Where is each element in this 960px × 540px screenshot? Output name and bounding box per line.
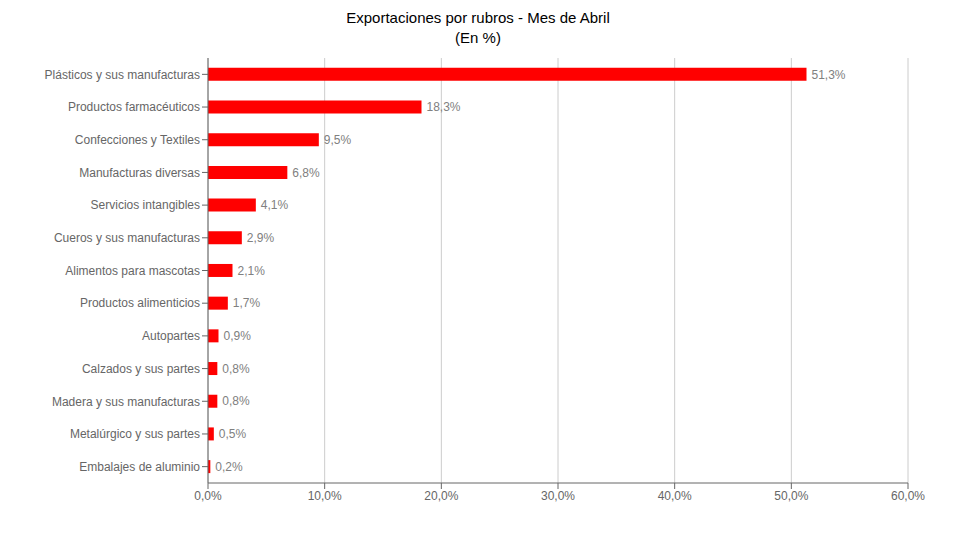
svg-text:Calzados y sus partes: Calzados y sus partes: [82, 362, 200, 376]
svg-text:6,8%: 6,8%: [292, 166, 320, 180]
svg-text:Productos farmacéuticos: Productos farmacéuticos: [68, 100, 200, 114]
svg-text:Servicios intangibles: Servicios intangibles: [91, 198, 200, 212]
svg-text:Madera y sus manufacturas: Madera y sus manufacturas: [52, 395, 200, 409]
svg-text:2,1%: 2,1%: [238, 264, 266, 278]
svg-text:0,2%: 0,2%: [215, 460, 243, 474]
svg-text:50,0%: 50,0%: [774, 489, 808, 503]
svg-text:0,0%: 0,0%: [194, 489, 222, 503]
svg-text:9,5%: 9,5%: [324, 133, 352, 147]
svg-text:40,0%: 40,0%: [658, 489, 692, 503]
svg-text:4,1%: 4,1%: [261, 198, 289, 212]
svg-text:Cueros y sus manufacturas: Cueros y sus manufacturas: [54, 231, 200, 245]
svg-text:Embalajes de aluminio: Embalajes de aluminio: [79, 460, 200, 474]
svg-text:10,0%: 10,0%: [308, 489, 342, 503]
svg-text:Confecciones y Textiles: Confecciones y Textiles: [75, 133, 200, 147]
svg-text:Metalúrgico y sus partes: Metalúrgico y sus partes: [70, 427, 200, 441]
html-text:Exportaciones por rubros - Mes: Exportaciones por rubros - Mes de Abril: [346, 9, 610, 26]
svg-text:0,8%: 0,8%: [222, 362, 250, 376]
svg-text:0,8%: 0,8%: [222, 394, 250, 408]
svg-text:Plásticos y sus manufacturas: Plásticos y sus manufacturas: [45, 68, 200, 82]
svg-text:2,9%: 2,9%: [247, 231, 275, 245]
html-text:(En %): (En %): [455, 29, 501, 46]
svg-text:Productos alimenticios: Productos alimenticios: [80, 296, 200, 310]
svg-text:18,3%: 18,3%: [427, 100, 461, 114]
svg-text:20,0%: 20,0%: [424, 489, 458, 503]
svg-text:30,0%: 30,0%: [541, 489, 575, 503]
svg-text:0,5%: 0,5%: [219, 427, 247, 441]
svg-text:60,0%: 60,0%: [891, 489, 925, 503]
svg-text:0,9%: 0,9%: [224, 329, 252, 343]
svg-text:Manufacturas diversas: Manufacturas diversas: [79, 166, 200, 180]
svg-text:51,3%: 51,3%: [812, 68, 846, 82]
svg-text:Autopartes: Autopartes: [142, 329, 200, 343]
svg-text:1,7%: 1,7%: [233, 296, 261, 310]
svg-text:Alimentos para mascotas: Alimentos para mascotas: [65, 264, 200, 278]
